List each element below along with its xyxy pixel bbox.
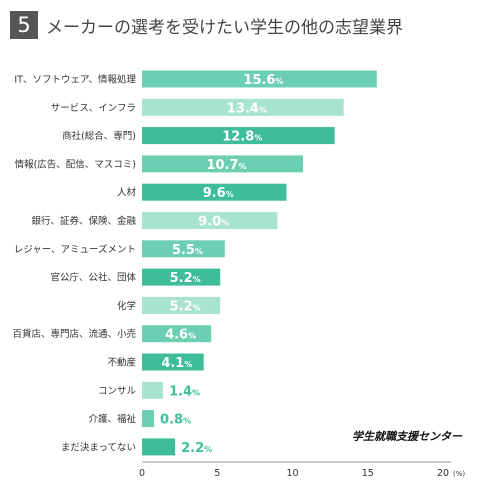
- value-suffix: %: [188, 332, 196, 341]
- bar: [142, 155, 304, 173]
- value-suffix: %: [195, 247, 203, 256]
- value-suffix: %: [275, 77, 283, 86]
- bar: [142, 410, 155, 428]
- category-label: 官公庁、公社、団体: [50, 272, 136, 284]
- category-label: 不動産: [107, 357, 136, 369]
- value-number: 5.5: [172, 243, 195, 258]
- bar: [142, 268, 221, 286]
- value-suffix: %: [239, 162, 247, 171]
- x-unit-label: (%): [453, 470, 465, 478]
- value-suffix: %: [204, 445, 212, 454]
- value-number: 12.8: [222, 130, 254, 145]
- value-label: 13.4%: [227, 101, 267, 116]
- value-number: 5.2: [170, 299, 193, 314]
- chart-header: 5 メーカーの選考を受けたい学生の他の志望業界: [10, 10, 403, 40]
- category-label: まだ決まってない: [61, 441, 136, 453]
- value-number: 2.2: [181, 441, 204, 456]
- bar: [142, 296, 221, 314]
- value-number: 1.4: [169, 384, 192, 399]
- value-number: 5.2: [170, 271, 193, 286]
- x-tick-label: 20: [437, 468, 449, 479]
- value-suffix: %: [183, 417, 191, 426]
- category-label: 人材: [117, 187, 137, 199]
- bar: [142, 325, 212, 343]
- category-label: 情報(広告、配信、マスコミ): [15, 158, 136, 170]
- value-label: 2.2%: [181, 441, 212, 456]
- value-suffix: %: [192, 388, 200, 397]
- category-label: レジャー、アミューズメント: [14, 243, 136, 255]
- bar: [142, 98, 344, 116]
- value-number: 9.0: [198, 215, 221, 230]
- bar: [142, 183, 287, 201]
- value-suffix: %: [259, 105, 267, 114]
- value-number: 10.7: [206, 158, 238, 173]
- section-number-badge: 5: [10, 11, 38, 39]
- value-label: 15.6%: [243, 73, 283, 88]
- x-tick-label: 5: [214, 468, 220, 479]
- bar: [142, 353, 204, 371]
- source-label: 学生就職支援センター: [352, 430, 462, 443]
- x-tick-label: 10: [286, 468, 298, 479]
- value-label: 1.4%: [169, 384, 200, 399]
- category-label: 化学: [117, 300, 136, 312]
- value-label: 5.5%: [172, 243, 203, 258]
- value-label: 5.2%: [170, 299, 201, 314]
- value-label: 4.6%: [165, 328, 196, 343]
- value-suffix: %: [193, 303, 201, 312]
- bar: [142, 70, 377, 88]
- value-suffix: %: [184, 360, 192, 369]
- value-label: 0.8%: [160, 413, 191, 428]
- bar: [142, 127, 335, 145]
- category-label: IT、ソフトウェア、情報処理: [14, 74, 136, 86]
- value-number: 13.4: [227, 101, 259, 116]
- bar: [142, 240, 225, 258]
- category-label: 介護、福祉: [88, 413, 136, 425]
- x-tick-label: 15: [362, 468, 374, 479]
- value-suffix: %: [226, 190, 234, 199]
- category-label: コンサル: [98, 386, 137, 397]
- value-number: 9.6: [203, 186, 226, 201]
- value-label: 10.7%: [206, 158, 246, 173]
- value-number: 4.6: [165, 328, 188, 343]
- category-label: 銀行、証券、保険、金融: [31, 215, 136, 227]
- value-suffix: %: [254, 134, 262, 143]
- bar: [142, 438, 176, 456]
- value-suffix: %: [193, 275, 201, 284]
- value-number: 4.1: [161, 356, 184, 371]
- value-number: 0.8: [160, 413, 183, 428]
- category-label: 百貨店、専門店、流通、小売: [12, 328, 136, 340]
- value-label: 9.0%: [198, 215, 229, 230]
- value-suffix: %: [221, 219, 229, 228]
- bar: [142, 381, 164, 399]
- x-tick-label: 0: [139, 468, 145, 479]
- category-label: サービス、インフラ: [51, 103, 136, 114]
- value-label: 9.6%: [203, 186, 234, 201]
- bar: [142, 212, 278, 229]
- category-label: 商社(総合、専門): [62, 130, 136, 142]
- value-label: 12.8%: [222, 130, 262, 145]
- value-label: 5.2%: [170, 271, 201, 286]
- value-number: 15.6: [243, 73, 275, 88]
- chart-title: メーカーの選考を受けたい学生の他の志望業界: [46, 17, 403, 38]
- value-label: 4.1%: [161, 356, 192, 371]
